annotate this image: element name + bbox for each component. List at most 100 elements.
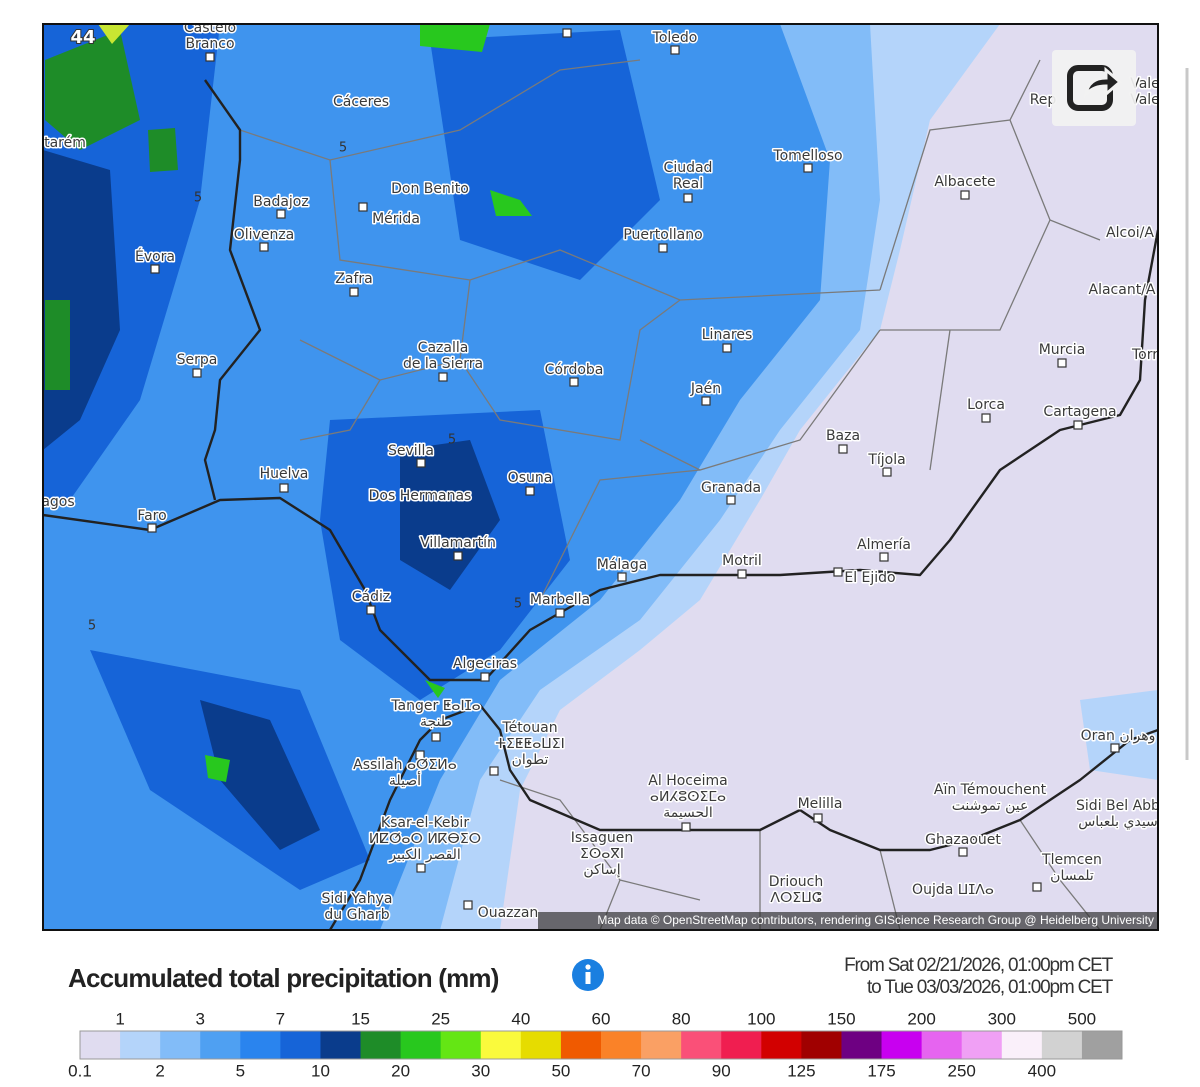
place-label: Aïn Témouchent [934,782,1047,798]
precip-region [425,680,445,698]
place-marker [803,163,813,173]
place-label: Mérida [372,211,420,227]
place-label: Cádiz [352,589,390,605]
color-legend: 0.1 1 2 3 5 7 10 15 20 25 30 40 50 60 70 80 90 100 125 150 1… [68,1009,1123,1080]
place-label: الحسيمة [663,805,713,821]
legend-bin [1001,1031,1043,1059]
border [499,779,1101,930]
contour-label: 5 [194,191,202,206]
legend-label-top: 200 [907,1009,935,1028]
place-label: Olivenza [234,227,295,243]
info-stem[interactable] [585,972,591,984]
contour-label: 5 [88,619,96,634]
legend-bin [761,1031,802,1059]
legend-bin [400,1031,442,1059]
place-label: Cáceres [333,94,389,110]
place-label: de la Sierra [403,356,483,372]
place-label: Oran وهران [1081,728,1156,744]
contour-label: 5 [339,141,347,156]
place-label: عين تموشنت [952,798,1029,814]
place-label: Huelva [260,466,309,482]
border [203,79,262,501]
legend-bin [280,1031,321,1059]
place-marker [415,750,425,760]
precip-region [500,24,1158,930]
legend-bin [641,1031,682,1059]
place-label: تطوان [512,752,549,768]
place-marker [838,444,848,454]
place-marker [833,567,843,577]
place-marker [701,396,711,406]
legend-label-top: 3 [195,1009,204,1028]
place-label: Dos Hermanas [369,488,472,504]
place-label: القصر الكبير [388,847,461,863]
legend-label-top: 80 [672,1009,691,1028]
legend-bin [841,1031,883,1059]
place-marker [431,732,441,742]
coast [328,703,1158,930]
place-label: Évora [135,248,175,265]
place-label: Granada [701,480,761,496]
place-marker [438,372,448,382]
legend-bin [881,1031,923,1059]
place-label: Branco [185,36,234,52]
place-label: سيدي بلعباس [1078,814,1158,830]
place-marker [1110,743,1120,753]
place-label: Tlemcen [1041,852,1102,868]
legend-label-top: 15 [351,1009,370,1028]
place-label: Alcoi/A [1106,225,1154,241]
place-marker [726,495,736,505]
precip-region [148,128,178,172]
place-marker [1073,420,1083,430]
legend-label-bottom: 175 [867,1061,895,1080]
legend-bin [440,1031,482,1059]
place-marker [1057,358,1067,368]
place-label: Tétouan [501,720,557,736]
legend-bin [160,1031,201,1059]
legend-bin [601,1031,642,1059]
info-button[interactable] [572,959,604,991]
place-label: Rep [1030,92,1057,108]
place-label: Albacete [934,174,995,190]
precip-region [98,24,130,44]
place-label: Torr [1131,347,1158,363]
place-label: Tanger ⵟⴰⵏⵊⴰ [390,698,480,714]
place-label: Real [673,176,703,192]
info-dot[interactable] [585,964,591,970]
place-marker [205,52,215,62]
precip-region [45,300,70,390]
place-label: Motril [722,553,762,569]
place-label: Oujda ⵡⵊⴷⴰ [912,882,994,898]
legend-label-bottom: 50 [551,1061,570,1080]
precip-region [400,440,500,590]
place-label: Faro [137,508,166,524]
legend-bin [921,1031,963,1059]
place-marker [681,822,691,832]
place-marker [349,287,359,297]
legend-label-bottom: 90 [712,1061,731,1080]
place-label: Vale [1130,92,1160,108]
place-marker [958,847,968,857]
place-label: Al Hoceima [648,773,727,789]
legend-label-bottom: 250 [948,1061,976,1080]
share-button[interactable] [1052,50,1136,126]
place-marker [416,863,426,873]
place-marker [150,264,160,274]
legend-label-top: 1 [115,1009,124,1028]
place-label: Tíjola [867,452,905,468]
place-marker [555,608,565,618]
place-label: ⵉⵙⴰⴳⵏ [580,846,624,862]
legend-bin [360,1031,402,1059]
markers [147,28,1120,910]
place-label: Issaguen [571,830,634,846]
contour-label: 5 [448,433,456,448]
place-label: Assilah ⴰⵚⵉⵍⴰ [353,757,457,773]
legend-label-bottom: 10 [311,1061,330,1080]
place-marker [722,343,732,353]
precip-region [420,24,490,52]
place-label: Sidi Bel Abb [1076,798,1160,814]
share-arrow[interactable] [1083,66,1123,99]
